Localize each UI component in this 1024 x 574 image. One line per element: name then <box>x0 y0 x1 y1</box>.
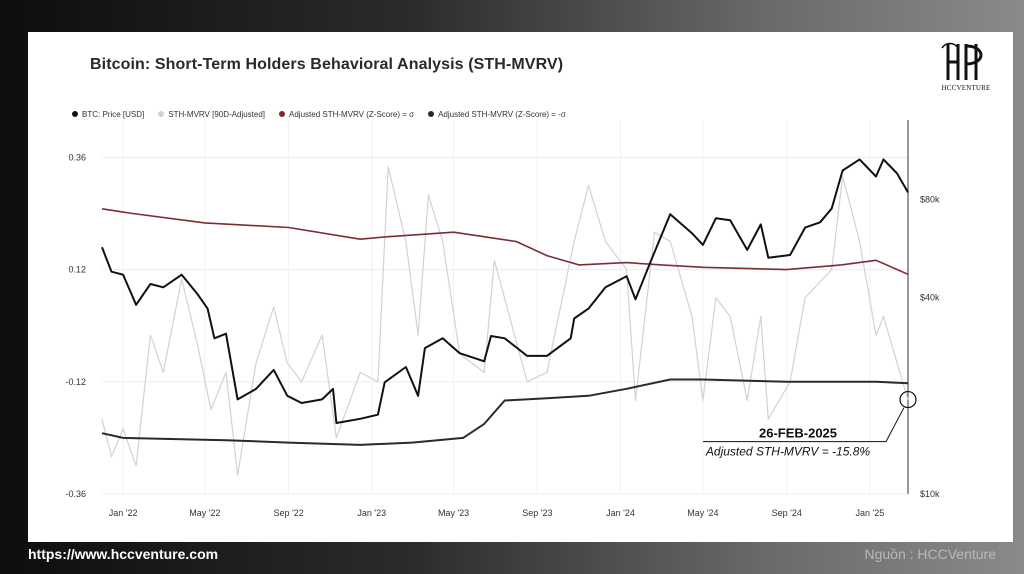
legend-item-sth-mvrv: STH-MVRV [90D-Adjusted] <box>158 110 265 119</box>
legend-swatch-minus-sigma <box>428 111 435 117</box>
legend-item-minus-sigma: Adjusted STH-MVRV (Z-Score) = -σ <box>428 110 566 119</box>
x-tick-label: Sep '22 <box>274 508 304 518</box>
y-left-tick-label: 0.36 <box>68 152 86 162</box>
y-left-tick-label: -0.36 <box>65 489 86 499</box>
legend-label-minus-sigma: Adjusted STH-MVRV (Z-Score) = -σ <box>438 109 566 119</box>
x-tick-label: Sep '23 <box>522 508 552 518</box>
y-right-tick-label: $40k <box>920 293 940 303</box>
y-left-tick-label: 0.12 <box>68 265 86 275</box>
series-line-sth-mvrv <box>101 166 909 476</box>
x-tick-label: Jan '22 <box>109 508 138 518</box>
x-tick-label: Jan '24 <box>606 508 635 518</box>
series-line-minus-sigma <box>101 378 909 446</box>
chart-legend: BTC: Price [USD] STH-MVRV [90D-Adjusted]… <box>72 108 566 120</box>
logo-wordmark: HCCVENTURE <box>941 84 991 92</box>
y-right-tick-label: $10k <box>920 489 940 499</box>
x-tick-label: May '23 <box>438 508 469 518</box>
legend-label-sth-mvrv: STH-MVRV [90D-Adjusted] <box>168 109 266 119</box>
y-right-tick-label: $80k <box>920 194 940 204</box>
legend-label-plus-sigma: Adjusted STH-MVRV (Z-Score) = σ <box>289 109 415 119</box>
legend-item-plus-sigma: Adjusted STH-MVRV (Z-Score) = σ <box>279 110 414 119</box>
legend-label-price: BTC: Price [USD] <box>82 109 145 119</box>
legend-swatch-plus-sigma <box>279 111 286 117</box>
y-left-tick-label: -0.12 <box>65 377 86 387</box>
chart-plot: -0.36 -0.12 0.12 0.36 Jan '22 May '22 Sep '22 J… <box>65 120 940 518</box>
annotation-date-label: 26-FEB-2025 <box>759 426 837 441</box>
x-tick-label: Jan '25 <box>855 508 884 518</box>
x-tick-label: Sep '24 <box>772 508 802 518</box>
annotation-value-label: Adjusted STH-MVRV = -15.8% <box>705 445 871 459</box>
x-tick-label: May '24 <box>687 508 718 518</box>
annotation-leader-line <box>703 407 905 443</box>
annotation-marker <box>899 390 917 409</box>
legend-swatch-price <box>72 111 78 117</box>
x-tick-label: May '22 <box>189 508 220 518</box>
chart-card: Bitcoin: Short-Term Holders Behavioral A… <box>28 32 1013 542</box>
x-tick-label: Jan '23 <box>357 508 386 518</box>
chart-title: Bitcoin: Short-Term Holders Behavioral A… <box>90 56 564 73</box>
footer-website-link[interactable]: https://www.hccventure.com <box>28 546 219 562</box>
hccventure-logo: HCCVENTURE <box>936 40 996 96</box>
logo-monogram <box>941 42 983 80</box>
legend-item-price: BTC: Price [USD] <box>72 110 144 119</box>
series-line-btc-price <box>101 158 909 424</box>
series-line-plus-sigma <box>101 208 909 276</box>
legend-swatch-sth-mvrv <box>158 111 165 117</box>
footer-source: Nguồn : HCCVenture <box>864 546 996 562</box>
